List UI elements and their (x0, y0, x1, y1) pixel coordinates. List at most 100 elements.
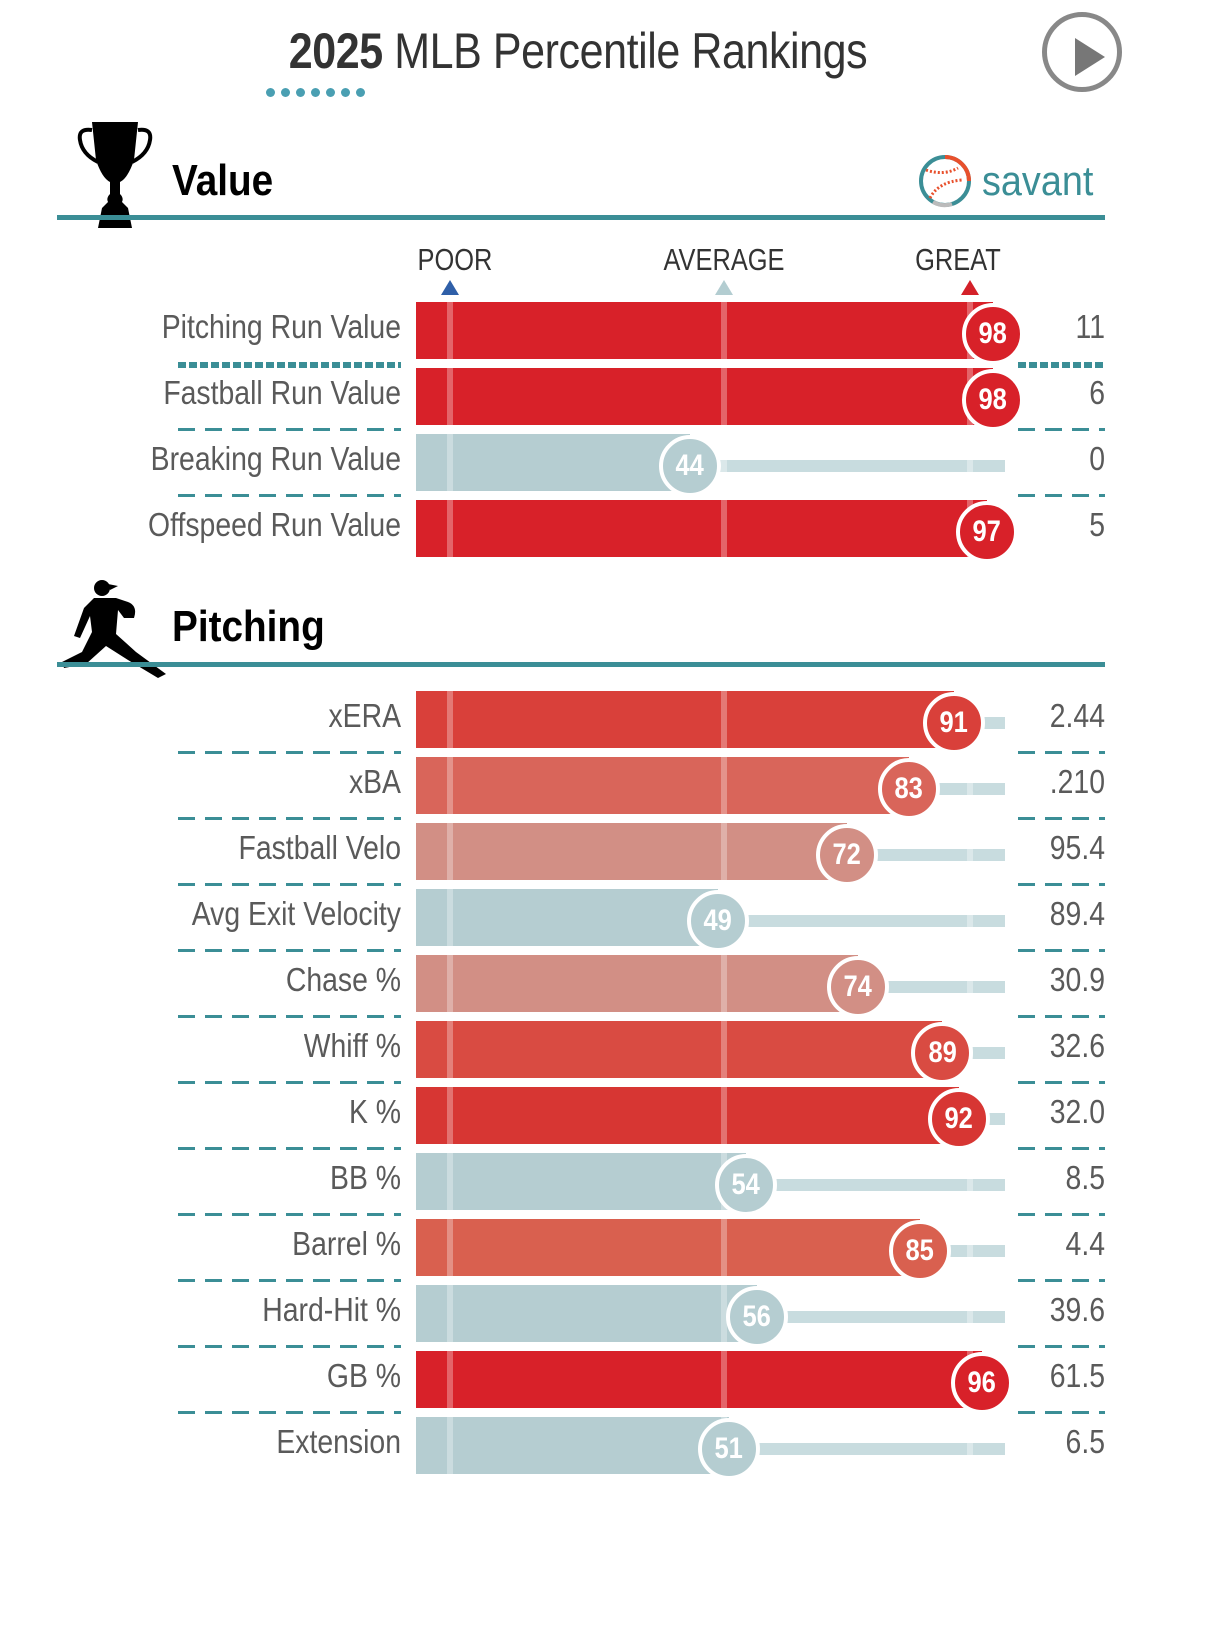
percentile-bar (416, 757, 909, 814)
table-row[interactable]: Extension 51 6.5 (0, 1417, 1206, 1480)
metric-label: Fastball Velo (238, 829, 401, 866)
bar-track (858, 980, 1005, 993)
gridline-great (967, 980, 973, 993)
play-button[interactable] (1042, 12, 1122, 92)
percentile-badge[interactable]: 49 (686, 889, 749, 952)
percentile-badge[interactable]: 72 (815, 823, 878, 886)
percentile-bar (416, 1417, 730, 1474)
percentile-badge[interactable]: 89 (911, 1021, 974, 1084)
gridline-poor (447, 1087, 453, 1144)
percentile-value: 56 (742, 1299, 772, 1333)
row-divider (1018, 428, 1105, 431)
percentile-badge[interactable]: 44 (658, 434, 721, 497)
percentile-bar (416, 434, 690, 491)
pitcher-icon (62, 580, 166, 678)
table-row[interactable]: xERA 91 2.44 (0, 691, 1206, 754)
gridline-average (721, 1219, 727, 1276)
percentile-badge[interactable]: 96 (950, 1351, 1013, 1414)
gridline-poor (447, 955, 453, 1012)
row-divider (1018, 1147, 1105, 1150)
stat-value: 8.5 (1065, 1159, 1105, 1196)
stat-value: 4.4 (1065, 1225, 1105, 1262)
bar-track (757, 1310, 1005, 1323)
stat-value: 5 (1089, 506, 1105, 543)
percentile-badge[interactable]: 54 (714, 1153, 777, 1216)
row-divider (178, 1015, 401, 1018)
row-divider (178, 949, 401, 952)
table-row[interactable]: Breaking Run Value 44 0 (0, 434, 1206, 497)
gridline-average (721, 757, 727, 814)
section-divider-pitching (57, 662, 1105, 667)
bar-track (689, 459, 1005, 472)
percentile-value: 96 (967, 1365, 996, 1399)
percentile-bar (416, 1219, 920, 1276)
table-row[interactable]: K % 92 32.0 (0, 1087, 1206, 1150)
percentile-bar (416, 823, 847, 880)
table-row[interactable]: Whiff % 89 32.6 (0, 1021, 1206, 1084)
row-divider (1018, 1345, 1105, 1348)
percentile-value: 89 (928, 1035, 957, 1069)
gridline-average (721, 1087, 727, 1144)
row-divider (178, 751, 401, 754)
percentile-value: 98 (978, 316, 1007, 350)
percentile-value: 74 (843, 969, 873, 1003)
percentile-badge[interactable]: 92 (928, 1087, 991, 1150)
metric-label: xBA (348, 763, 401, 800)
table-row[interactable]: Fastball Velo 72 95.4 (0, 823, 1206, 886)
percentile-badge[interactable]: 56 (726, 1285, 789, 1348)
percentile-badge[interactable]: 83 (877, 757, 940, 820)
trophy-icon (77, 122, 153, 228)
percentile-badge[interactable]: 74 (827, 955, 890, 1018)
table-row[interactable]: BB % 54 8.5 (0, 1153, 1206, 1216)
percentile-bar (416, 368, 993, 425)
percentile-badge[interactable]: 51 (698, 1417, 761, 1480)
gridline-average (721, 1285, 727, 1342)
gridline-poor (447, 368, 453, 425)
table-row[interactable]: xBA 83 .210 (0, 757, 1206, 820)
gridline-average (721, 1021, 727, 1078)
percentile-value: 44 (675, 448, 705, 482)
scale-label-average: AVERAGE (663, 242, 785, 277)
percentile-badge[interactable]: 97 (956, 500, 1019, 563)
gridline-average (721, 955, 727, 1012)
stat-value: 95.4 (1049, 829, 1105, 866)
metric-label: K % (348, 1093, 401, 1130)
percentile-bar (416, 1153, 746, 1210)
table-row[interactable]: Offspeed Run Value 97 5 (0, 500, 1206, 563)
table-row[interactable]: Hard-Hit % 56 39.6 (0, 1285, 1206, 1348)
percentile-badge[interactable]: 85 (888, 1219, 951, 1282)
gridline-average (721, 1351, 727, 1408)
bar-track (717, 914, 1005, 927)
metric-label: Chase % (285, 961, 401, 998)
gridline-great (967, 848, 973, 861)
metric-label: GB % (326, 1357, 401, 1394)
row-divider (178, 883, 401, 886)
savant-wordmark: savant (982, 157, 1094, 204)
percentile-badge[interactable]: 98 (961, 302, 1024, 365)
gridline-poor (447, 1417, 453, 1474)
stat-value: 0 (1089, 440, 1105, 477)
percentile-bar (416, 955, 859, 1012)
table-row[interactable]: Fastball Run Value 98 6 (0, 368, 1206, 431)
gridline-great (967, 459, 973, 472)
gridline-poor (447, 889, 453, 946)
table-row[interactable]: Pitching Run Value 98 11 (0, 302, 1206, 365)
table-row[interactable]: GB % 96 61.5 (0, 1351, 1206, 1414)
gridline-great (967, 782, 973, 795)
percentile-value: 54 (731, 1167, 761, 1201)
stat-value: 32.6 (1049, 1027, 1105, 1064)
table-row[interactable]: Avg Exit Velocity 49 89.4 (0, 889, 1206, 952)
percentile-value: 83 (894, 771, 923, 805)
percentile-badge[interactable]: 91 (922, 691, 985, 754)
table-row[interactable]: Chase % 74 30.9 (0, 955, 1206, 1018)
table-row[interactable]: Barrel % 85 4.4 (0, 1219, 1206, 1282)
row-divider (1018, 751, 1105, 754)
percentile-badge[interactable]: 98 (961, 368, 1024, 431)
gridline-great (967, 1442, 973, 1455)
gridline-poor (447, 1351, 453, 1408)
title-text: MLB Percentile Rankings (394, 23, 868, 79)
percentile-bar (416, 1285, 758, 1342)
row-divider (178, 428, 401, 431)
percentile-value: 97 (972, 514, 1002, 548)
gridline-great (967, 1244, 973, 1257)
